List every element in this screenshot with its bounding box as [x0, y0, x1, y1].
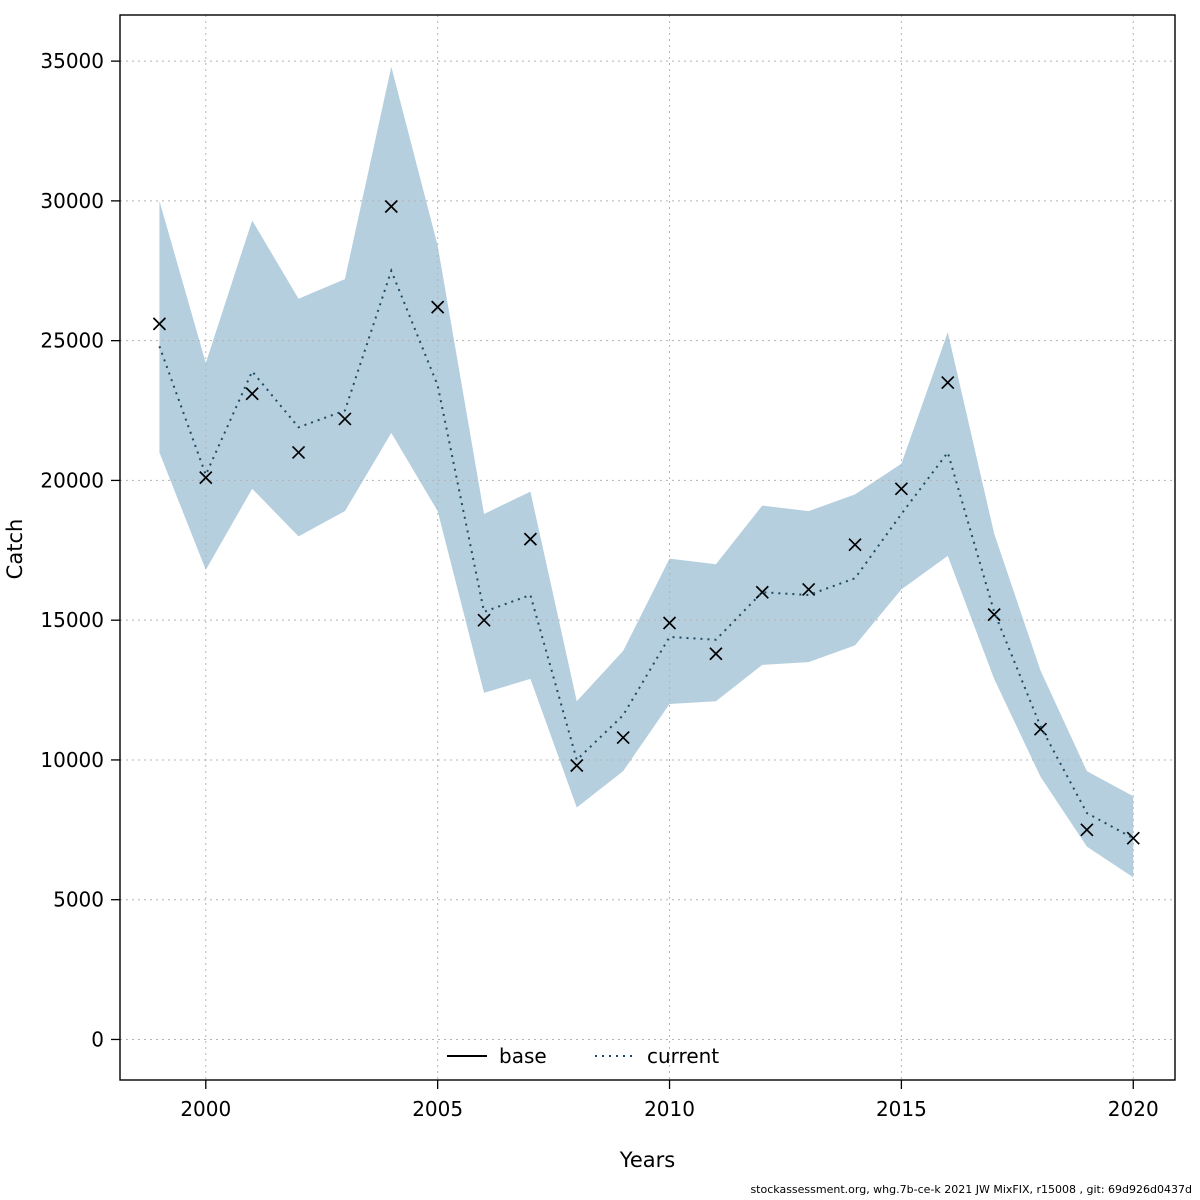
x-marker: [941, 375, 955, 390]
axis-ticks: [111, 60, 1134, 1089]
legend-label-current: current: [647, 1044, 719, 1068]
x-marker: [384, 199, 398, 214]
x-marker: [152, 317, 167, 331]
x-marker: [1126, 831, 1140, 845]
series-catch-observations: [152, 199, 1140, 845]
y-tick-label: 10000: [40, 748, 104, 772]
series-current: [158, 267, 1134, 840]
y-tick-label: 0: [91, 1027, 104, 1051]
y-tick-label: 35000: [40, 49, 104, 73]
x-marker: [662, 616, 677, 630]
x-tick-label: 2020: [1108, 1097, 1159, 1121]
x-marker: [894, 482, 908, 496]
x-marker: [523, 532, 538, 546]
plot-border: [119, 14, 1176, 1081]
y-tick-label: 15000: [40, 608, 104, 632]
x-marker: [431, 300, 445, 314]
tick-labels: 0 5000 10000 15000 20000 25000 30000 35000 2000 2…: [40, 49, 1158, 1121]
x-marker: [616, 730, 630, 745]
x-tick-label: 2000: [180, 1097, 231, 1121]
gridlines: [120, 15, 1175, 1080]
y-tick-label: 5000: [53, 888, 104, 912]
y-tick-label: 25000: [40, 329, 104, 353]
source-footer: stockassessment.org, whg.7b-ce-k 2021 JW…: [750, 1183, 1192, 1196]
x-marker: [570, 758, 584, 773]
x-axis-label: Years: [619, 1148, 676, 1172]
x-marker: [338, 412, 352, 426]
x-tick-label: 2015: [876, 1097, 927, 1121]
confidence-band: [159, 66, 1134, 878]
x-marker: [199, 471, 213, 485]
x-marker: [1080, 823, 1094, 837]
legend-label-base: base: [499, 1044, 547, 1068]
x-marker: [245, 387, 259, 401]
x-tick-label: 2005: [412, 1097, 463, 1121]
y-tick-label: 30000: [40, 189, 104, 213]
x-tick-label: 2010: [644, 1097, 695, 1121]
x-marker: [291, 445, 306, 460]
x-marker: [755, 585, 769, 599]
x-marker: [987, 607, 1001, 622]
x-marker: [848, 538, 862, 552]
x-marker: [709, 647, 723, 661]
y-axis-label: Catch: [3, 518, 27, 580]
legend: base current: [447, 1044, 719, 1068]
y-tick-label: 20000: [40, 468, 104, 492]
x-marker: [802, 582, 816, 597]
x-marker: [477, 613, 491, 627]
